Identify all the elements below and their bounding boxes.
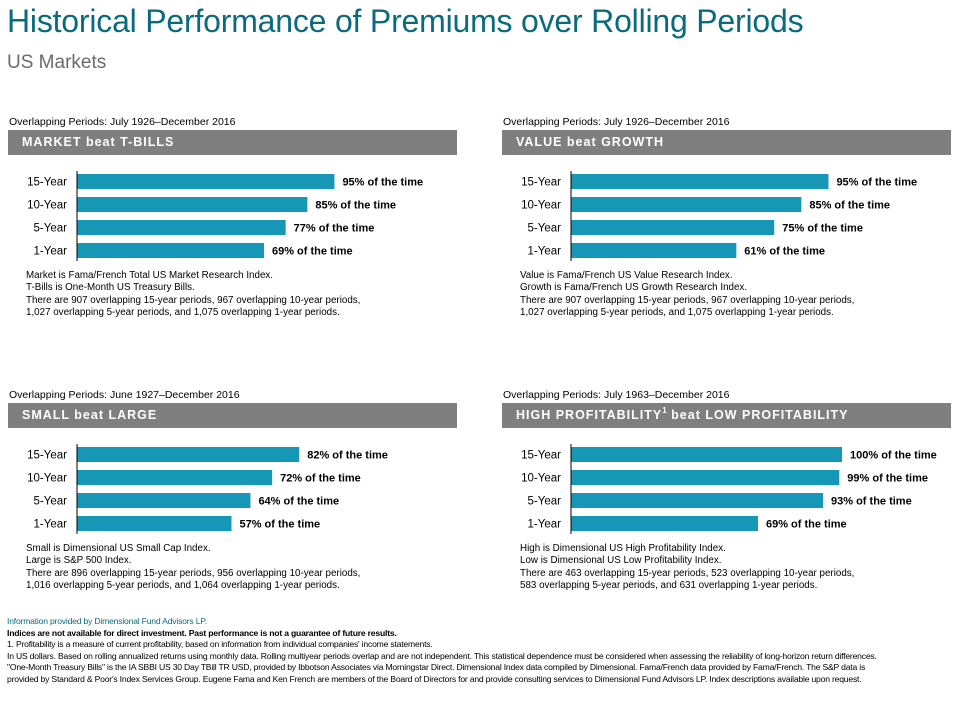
category-tick-label: 15-Year xyxy=(521,177,561,189)
panel-market-vs-tbills: Overlapping Periods: July 1926–December … xyxy=(8,116,458,366)
data-label: 69% of the time xyxy=(766,519,847,531)
bar xyxy=(571,470,840,485)
data-label: 85% of the time xyxy=(315,200,396,212)
data-label: 100% of the time xyxy=(850,450,937,462)
bar xyxy=(77,174,335,189)
note-line: Market is Fama/French Total US Market Re… xyxy=(26,270,274,281)
bar-chart-value: 15-Year 95% of the time 10-Year 85% of the … xyxy=(521,171,917,261)
category-tick-label: 15-Year xyxy=(521,450,561,462)
period-label: Overlapping Periods: July 1926–December … xyxy=(503,116,730,128)
data-label: 75% of the time xyxy=(782,223,863,235)
page-subtitle: US Markets xyxy=(7,52,107,73)
banner-text-tail: beat LOW PROFITABILITY xyxy=(666,408,849,422)
category-tick-label: 10-Year xyxy=(27,200,67,212)
category-tick-label: 5-Year xyxy=(34,223,68,235)
category-tick-label: 1-Year xyxy=(528,519,562,531)
bar xyxy=(571,220,775,235)
note-line: T-Bills is One-Month US Treasury Bills. xyxy=(26,282,195,294)
note-line: 1,027 overlapping 5-year periods, and 1,… xyxy=(26,306,340,318)
bar xyxy=(77,447,300,462)
source-note: Information provided by Dimensional Fund… xyxy=(7,616,207,626)
footer-notes: Information provided by Dimensional Fund… xyxy=(7,616,877,686)
data-source-note: "One-Month Treasury Bills" is the IA SBB… xyxy=(7,662,866,673)
note-line: Small is Dimensional US Small Cap Index. xyxy=(26,543,211,554)
panel-small-vs-large: Overlapping Periods: June 1927–December … xyxy=(8,389,458,639)
note-line: Low is Dimensional US Low Profitability … xyxy=(520,555,722,567)
panel-banner: VALUE beat GROWTH xyxy=(502,130,951,155)
data-label: 95% of the time xyxy=(342,177,423,189)
methodology-note: In US dollars. Based on rolling annualiz… xyxy=(7,650,877,661)
footnote-marker: 1 xyxy=(662,405,667,415)
period-label: Overlapping Periods: July 1926–December … xyxy=(9,116,236,128)
category-tick-label: 1-Year xyxy=(34,246,68,258)
panel-notes: High is Dimensional US High Profitabilit… xyxy=(520,543,854,592)
footnote-1: 1. Profitability is a measure of current… xyxy=(7,639,433,650)
note-line: There are 896 overlapping 15-year period… xyxy=(26,567,361,579)
disclaimer: Indices are not available for direct inv… xyxy=(7,627,397,638)
data-label: 77% of the time xyxy=(294,223,375,235)
data-label: 82% of the time xyxy=(307,450,388,462)
note-line: 583 overlapping 5-year periods, and 631 … xyxy=(520,579,818,591)
period-label: Overlapping Periods: June 1927–December … xyxy=(9,389,240,401)
note-line: High is Dimensional US High Profitabilit… xyxy=(520,543,726,554)
data-label: 95% of the time xyxy=(836,177,917,189)
bar-chart-size: 15-Year 82% of the time 10-Year 72% of the … xyxy=(27,444,388,534)
panel-banner: SMALL beat LARGE xyxy=(8,403,457,428)
data-label: 93% of the time xyxy=(831,496,912,508)
data-label: 69% of the time xyxy=(272,246,353,258)
category-tick-label: 15-Year xyxy=(27,177,67,189)
bar-chart-profitability: 15-Year 100% of the time 10-Year 99% of the… xyxy=(521,444,937,534)
note-line: 1,027 overlapping 5-year periods, and 1,… xyxy=(520,306,834,318)
bar xyxy=(571,447,842,462)
data-label: 99% of the time xyxy=(847,473,928,485)
panel-value-vs-growth: Overlapping Periods: July 1926–December … xyxy=(502,116,952,366)
data-label: 61% of the time xyxy=(744,246,825,258)
panel-high-vs-low-profitability: Overlapping Periods: July 1963–December … xyxy=(502,389,952,639)
banner-text: MARKET beat T-BILLS xyxy=(22,135,175,149)
note-line: There are 463 overlapping 15-year period… xyxy=(520,567,855,579)
period-label: Overlapping Periods: July 1963–December … xyxy=(503,389,730,401)
data-label: 72% of the time xyxy=(280,473,361,485)
panel-notes: Market is Fama/French Total US Market Re… xyxy=(26,270,360,319)
category-tick-label: 1-Year xyxy=(34,519,68,531)
bar xyxy=(571,174,829,189)
data-label: 85% of the time xyxy=(809,200,890,212)
banner-text: SMALL beat LARGE xyxy=(22,408,158,422)
category-tick-label: 10-Year xyxy=(521,473,561,485)
note-line: There are 907 overlapping 15-year period… xyxy=(520,294,855,306)
category-tick-label: 15-Year xyxy=(27,450,67,462)
category-tick-label: 5-Year xyxy=(528,223,562,235)
banner-text: HIGH PROFITABILITY xyxy=(516,408,663,422)
bar xyxy=(571,516,758,531)
bar xyxy=(77,243,264,258)
data-label: 64% of the time xyxy=(258,496,339,508)
note-line: There are 907 overlapping 15-year period… xyxy=(26,294,361,306)
bar xyxy=(77,516,232,531)
bar xyxy=(77,220,286,235)
note-line: 1,016 overlapping 5-year periods, and 1,… xyxy=(26,579,340,591)
note-line: Value is Fama/French US Value Research I… xyxy=(520,270,733,281)
category-tick-label: 1-Year xyxy=(528,246,562,258)
category-tick-label: 5-Year xyxy=(34,496,68,508)
data-label: 57% of the time xyxy=(239,519,320,531)
bar xyxy=(77,493,251,508)
bar xyxy=(77,197,308,212)
note-line: Large is S&P 500 Index. xyxy=(26,555,132,567)
category-tick-label: 5-Year xyxy=(528,496,562,508)
panel-banner: HIGH PROFITABILITY1 beat LOW PROFITABILI… xyxy=(502,403,951,428)
bar xyxy=(571,243,737,258)
panel-notes: Small is Dimensional US Small Cap Index.… xyxy=(26,543,360,592)
data-source-note-continued: provided by Standard & Poor's Index Serv… xyxy=(7,673,862,684)
panel-notes: Value is Fama/French US Value Research I… xyxy=(520,270,854,319)
category-tick-label: 10-Year xyxy=(27,473,67,485)
bar xyxy=(571,197,802,212)
bar xyxy=(571,493,824,508)
page-title: Historical Performance of Premiums over … xyxy=(7,3,804,39)
category-tick-label: 10-Year xyxy=(521,200,561,212)
panel-banner: MARKET beat T-BILLS xyxy=(8,130,457,155)
bar xyxy=(77,470,273,485)
note-line: Growth is Fama/French US Growth Research… xyxy=(520,282,748,294)
banner-text: VALUE beat GROWTH xyxy=(516,135,665,149)
bar-chart-market: 15-Year 95% of the time 10-Year 85% of the … xyxy=(27,171,423,261)
